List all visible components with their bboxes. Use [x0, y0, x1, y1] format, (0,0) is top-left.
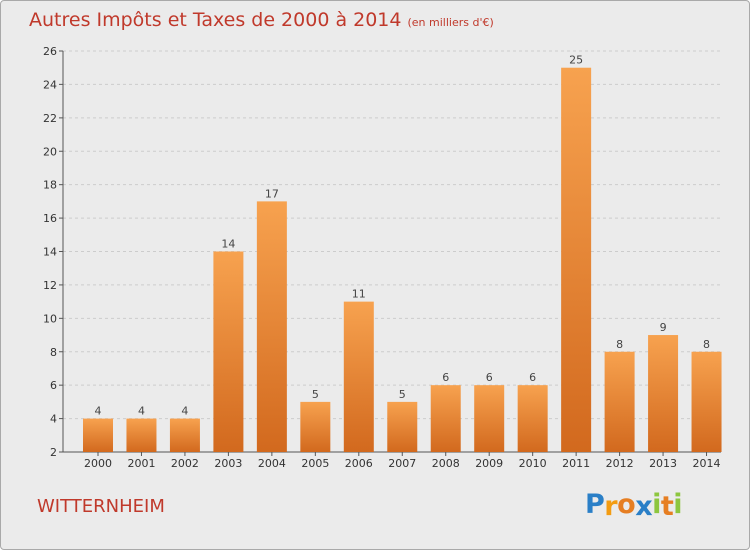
x-tick-label: 2005 — [301, 457, 329, 470]
y-tick-label: 16 — [43, 212, 57, 225]
bar — [387, 401, 418, 452]
place-name: WITTERNHEIM — [37, 496, 165, 517]
bar-value-label: 5 — [399, 388, 406, 401]
y-tick-label: 6 — [50, 379, 57, 392]
logo-letter: r — [604, 491, 618, 522]
bar-value-label: 4 — [138, 405, 145, 418]
bar — [648, 335, 679, 452]
x-tick-label: 2014 — [693, 457, 721, 470]
y-tick-label: 14 — [43, 246, 57, 259]
x-tick-label: 2008 — [432, 457, 460, 470]
y-tick-label: 8 — [50, 346, 57, 359]
bar — [83, 418, 113, 452]
bar — [604, 351, 635, 452]
chart-title: Autres Impôts et Taxes de 2000 à 2014 (en… — [29, 9, 494, 31]
title-main: Autres Impôts et Taxes de 2000 à 2014 — [29, 9, 402, 31]
x-tick-label: 2010 — [519, 457, 547, 470]
x-tick-label: 2006 — [345, 457, 373, 470]
bar — [169, 418, 200, 452]
bar-value-label: 4 — [181, 405, 188, 418]
bar-value-label: 11 — [352, 288, 366, 301]
logo-letter: o — [617, 489, 636, 520]
y-tick-label: 2 — [50, 446, 57, 459]
bar-value-label: 14 — [221, 238, 235, 251]
bar — [300, 401, 331, 452]
bar — [256, 201, 287, 452]
bar-value-label: 25 — [569, 54, 583, 67]
logo-letter: i — [652, 489, 661, 520]
y-tick-label: 4 — [50, 413, 57, 426]
x-tick-label: 2001 — [127, 457, 155, 470]
x-tick-label: 2011 — [562, 457, 590, 470]
bar — [343, 301, 374, 452]
y-tick-label: 22 — [43, 112, 57, 125]
x-tick-label: 2013 — [649, 457, 677, 470]
x-tick-label: 2007 — [388, 457, 416, 470]
logo-letter: i — [673, 489, 683, 520]
bar — [430, 385, 461, 452]
x-tick-label: 2004 — [258, 457, 286, 470]
x-tick-label: 2012 — [606, 457, 634, 470]
bar-value-label: 9 — [660, 321, 667, 334]
bar-value-label: 8 — [703, 338, 710, 351]
x-tick-label: 2009 — [475, 457, 503, 470]
bar — [474, 385, 505, 452]
bar-value-label: 5 — [312, 388, 319, 401]
y-tick-label: 20 — [43, 145, 57, 158]
bar — [517, 385, 548, 452]
bar-value-label: 6 — [529, 371, 536, 384]
y-tick-label: 12 — [43, 279, 57, 292]
bar — [691, 351, 722, 452]
y-tick-label: 26 — [43, 45, 57, 58]
bar-value-label: 6 — [486, 371, 493, 384]
title-unit: (en milliers d'€) — [407, 16, 494, 29]
x-tick-label: 2002 — [171, 457, 199, 470]
x-tick-label: 2000 — [84, 457, 112, 470]
x-tick-label: 2003 — [214, 457, 242, 470]
bar — [126, 418, 157, 452]
bar-value-label: 17 — [265, 187, 279, 200]
bar-value-label: 6 — [442, 371, 449, 384]
logo-letter: P — [585, 489, 605, 520]
bar-value-label: 4 — [95, 405, 102, 418]
proxiti-logo: Proxiti — [585, 489, 683, 522]
logo-letter: t — [660, 491, 674, 522]
bar — [561, 67, 592, 452]
logo-letter: x — [635, 491, 653, 522]
y-tick-label: 18 — [43, 179, 57, 192]
bar-value-label: 8 — [616, 338, 623, 351]
bar — [213, 251, 244, 452]
y-tick-label: 24 — [43, 78, 57, 91]
y-tick-label: 10 — [43, 312, 57, 325]
